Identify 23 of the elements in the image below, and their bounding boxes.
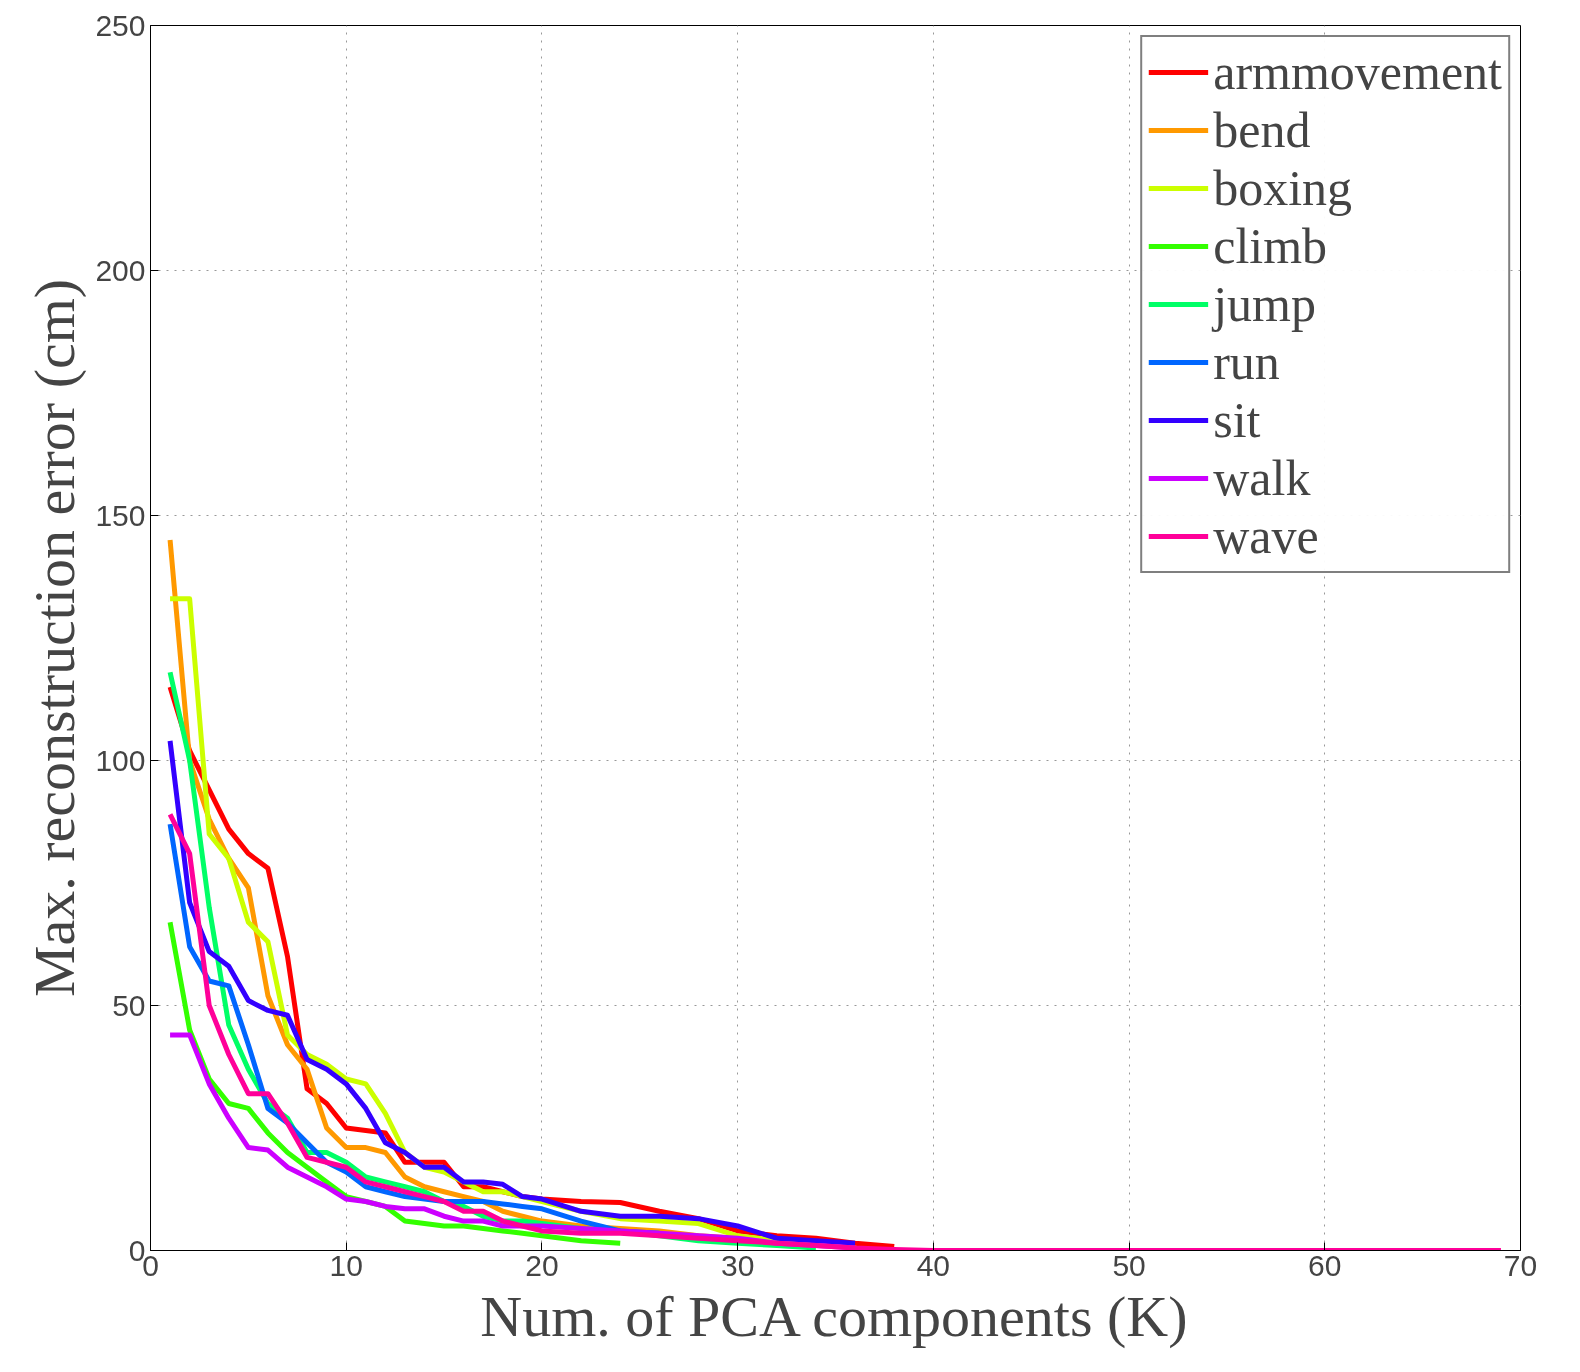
y-tick-label: 50 — [112, 988, 146, 1022]
legend-label: sit — [1213, 391, 1261, 449]
legend-label: armmovement — [1213, 43, 1502, 101]
legend-label: jump — [1213, 275, 1316, 333]
legend-label: boxing — [1213, 159, 1353, 217]
x-tick-label: 30 — [720, 1248, 755, 1282]
legend-label: wave — [1213, 507, 1319, 565]
legend-label: bend — [1213, 101, 1311, 159]
x-tick-label: 60 — [1308, 1248, 1342, 1282]
x-tick-label: 70 — [1503, 1248, 1538, 1282]
y-tick-label: 250 — [95, 8, 146, 42]
y-tick-label: 100 — [95, 743, 146, 777]
x-tick-label: 10 — [329, 1248, 363, 1282]
x-tick-label: 50 — [1112, 1248, 1146, 1282]
x-tick-label: 20 — [525, 1248, 559, 1282]
legend-label: climb — [1213, 217, 1328, 275]
legend-label: run — [1213, 333, 1280, 391]
y-tick-label: 150 — [95, 498, 146, 532]
y-axis-title: Max. reconstruction error (cm) — [22, 278, 88, 998]
legend-label: walk — [1213, 449, 1311, 507]
x-tick-label: 40 — [916, 1248, 951, 1282]
y-tick-label: 200 — [95, 253, 146, 287]
x-axis-title: Num. of PCA components (K) — [480, 1283, 1188, 1349]
